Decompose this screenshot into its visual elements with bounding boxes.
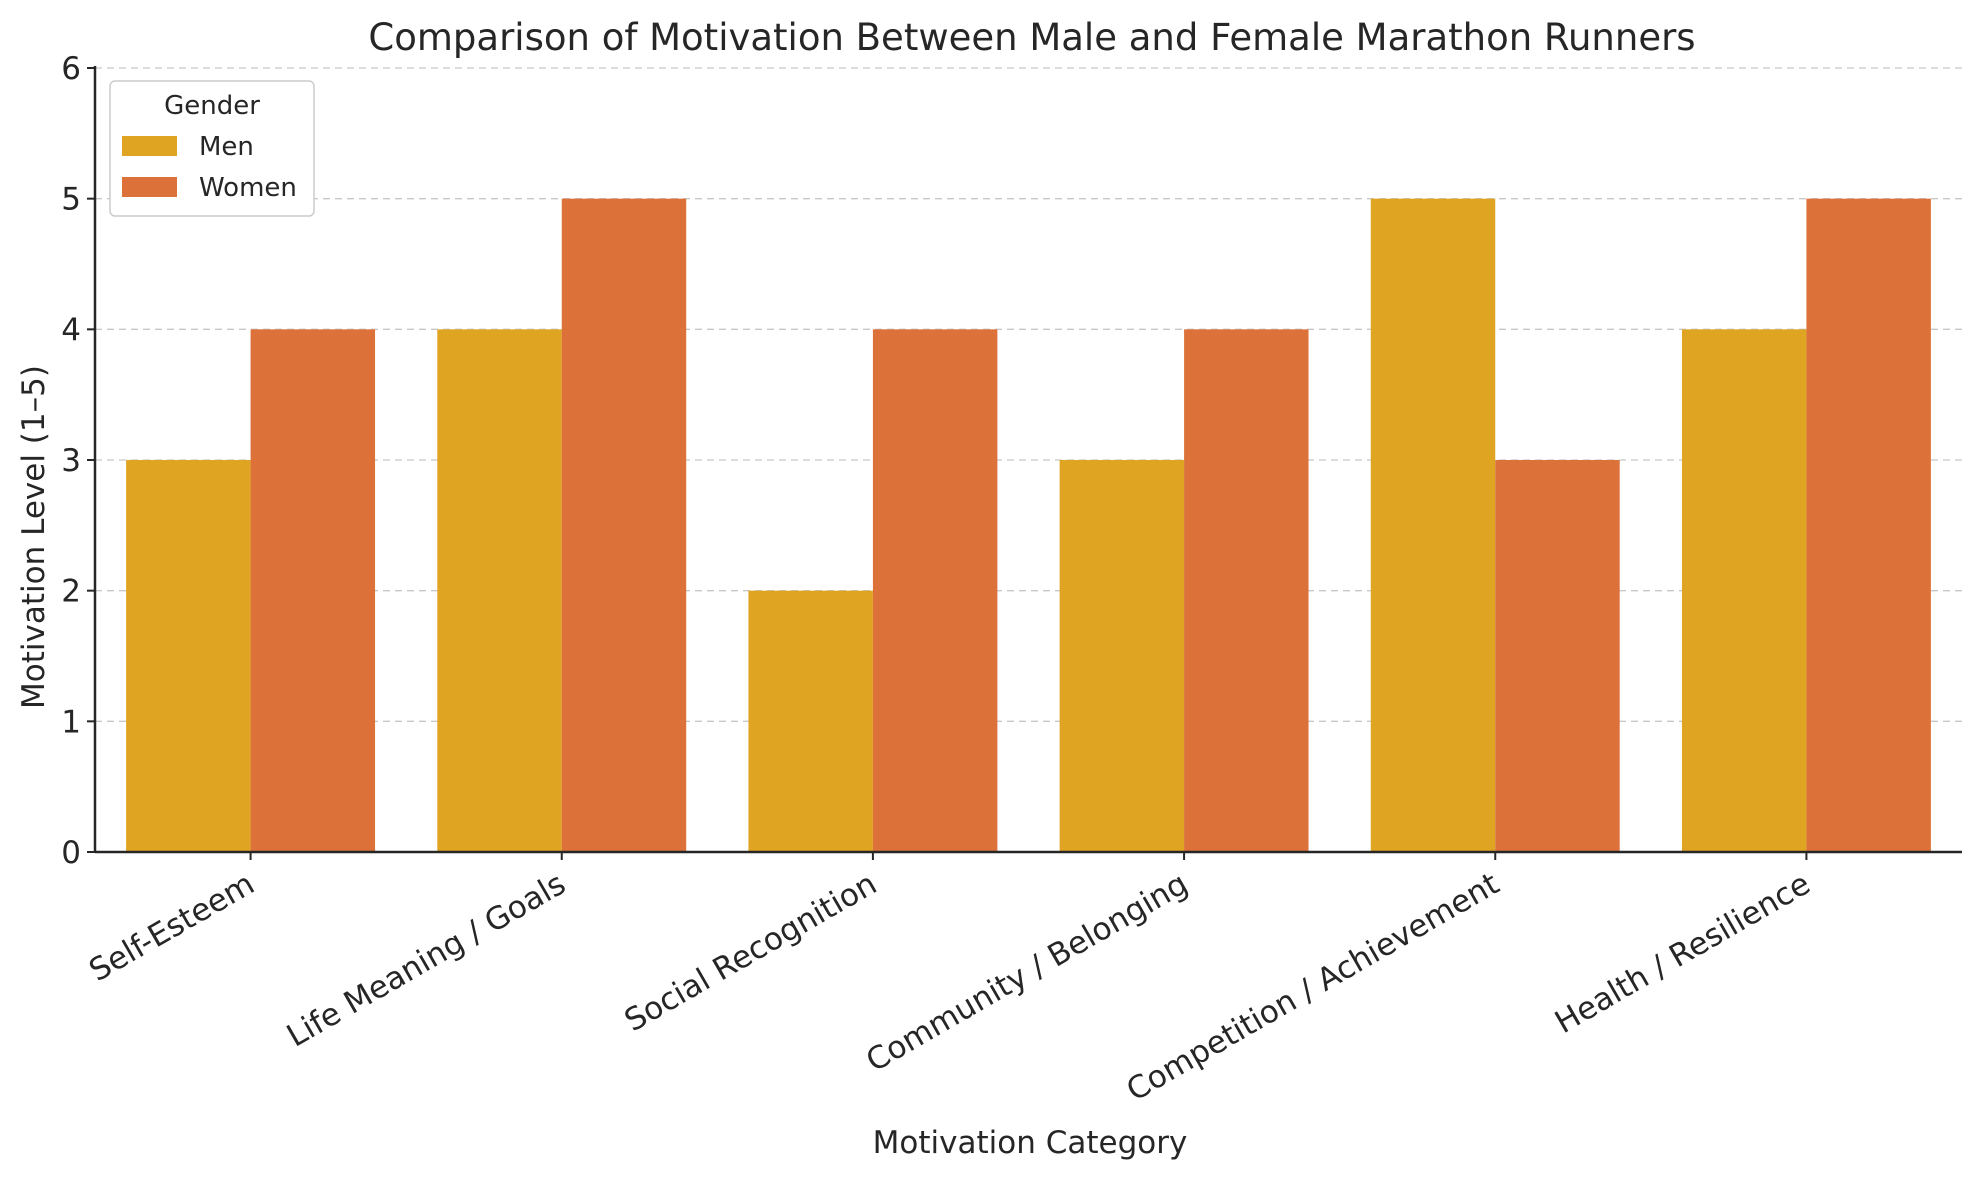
- bar-women-3: [1184, 329, 1309, 852]
- y-tick-label: 0: [61, 835, 81, 871]
- y-tick-label: 2: [61, 574, 81, 610]
- y-tick-label: 1: [61, 704, 81, 740]
- legend-label-men: Men: [199, 132, 254, 162]
- bar-men-0: [126, 460, 251, 852]
- bar-men-2: [748, 590, 873, 852]
- bar-women-2: [872, 329, 998, 852]
- legend-swatch-women: [122, 177, 177, 197]
- bar-women-1: [561, 198, 687, 852]
- legend-title: Gender: [164, 91, 260, 121]
- y-tick-label: 4: [61, 312, 81, 348]
- bar-men-5: [1681, 329, 1807, 852]
- legend-label-women: Women: [199, 173, 297, 203]
- bar-men-1: [437, 329, 562, 852]
- legend-swatch-men: [122, 136, 177, 156]
- x-tick-label: Social Recognition: [619, 866, 883, 1039]
- y-tick-label: 3: [61, 443, 81, 479]
- bar-women-5: [1806, 198, 1931, 852]
- chart-title: Comparison of Motivation Between Male an…: [368, 16, 1695, 59]
- bars: [126, 198, 1931, 852]
- bar-men-3: [1059, 460, 1185, 852]
- bar-women-4: [1495, 460, 1620, 852]
- x-axis-label: Motivation Category: [873, 1125, 1188, 1161]
- bar-men-4: [1370, 198, 1496, 852]
- y-tick-label: 6: [61, 51, 81, 87]
- x-tick-label: Community / Belonging: [860, 866, 1194, 1080]
- bar-women-0: [250, 329, 376, 852]
- x-tick-label: Life Meaning / Goals: [281, 866, 572, 1055]
- legend: Gender Men Women: [109, 80, 315, 217]
- x-tick-label: Self-Esteem: [83, 866, 260, 989]
- y-tick-label: 5: [61, 182, 81, 218]
- y-axis-label: Motivation Level (1–5): [16, 365, 52, 709]
- x-tick-label: Health / Resilience: [1549, 866, 1816, 1041]
